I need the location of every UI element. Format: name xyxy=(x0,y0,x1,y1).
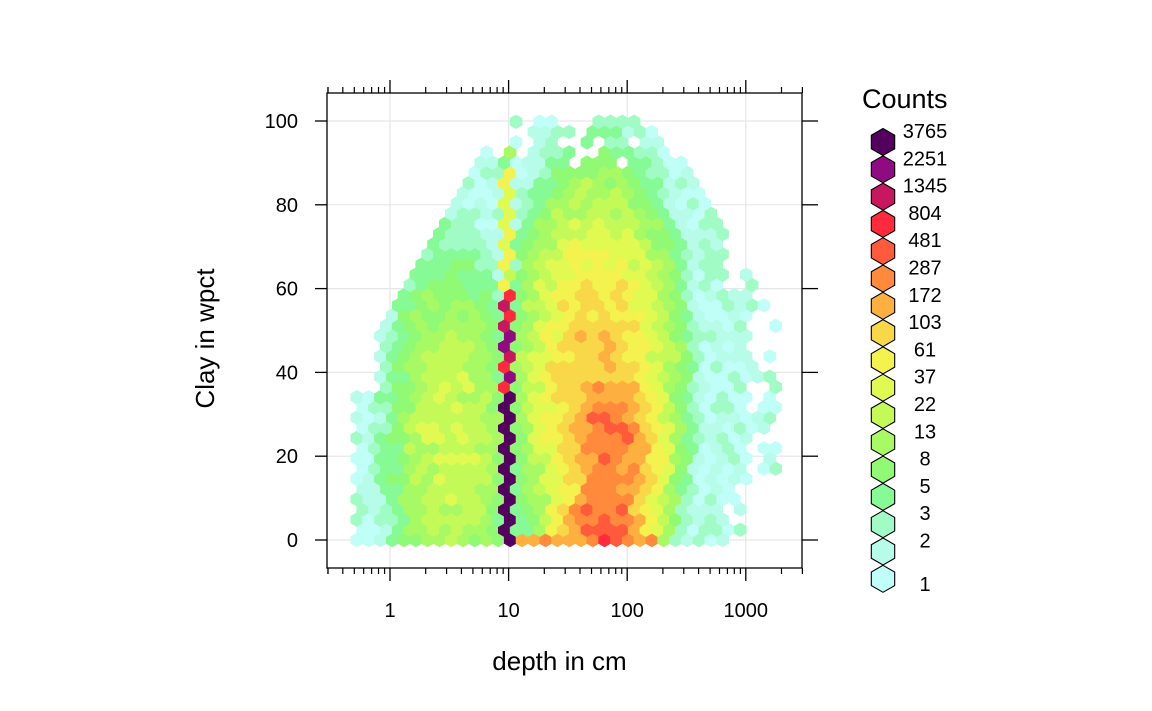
hexbin-cell xyxy=(562,124,576,140)
hexbin-cells xyxy=(350,114,782,548)
tick-labels: 1 10 100 1000 0 20 40 60 80 100 xyxy=(265,111,768,622)
y-tick-label: 40 xyxy=(276,362,298,384)
hexbin-cell xyxy=(580,155,594,170)
plot-frame xyxy=(326,92,803,569)
hexbin-cell xyxy=(592,114,605,130)
legend-label: 103 xyxy=(908,312,941,334)
legend-items: 3765 2251 1345 804 481 287 172 103 61 37 22 13 8 5 3 2 1 xyxy=(870,121,948,596)
legend-swatch xyxy=(870,155,896,184)
legend-label: 172 xyxy=(908,285,941,307)
legend-label: 5 xyxy=(919,476,930,498)
legend-swatch xyxy=(870,182,896,211)
hexbin-cell xyxy=(734,522,747,538)
hexbin-cell xyxy=(763,349,777,364)
hexbin-cell xyxy=(739,267,753,283)
x-tick-label: 1000 xyxy=(724,600,769,622)
legend-label: 3765 xyxy=(903,121,948,143)
hexbin-cell xyxy=(604,114,617,130)
hexbin-cell xyxy=(509,134,523,150)
legend-title: Counts xyxy=(862,84,948,114)
legend-swatch xyxy=(870,455,896,484)
legend-label: 2 xyxy=(919,531,930,553)
hexbin-cell xyxy=(616,114,629,130)
hexbin-cell xyxy=(562,145,576,160)
legend-swatch xyxy=(870,291,896,320)
legend-swatch xyxy=(870,537,896,566)
y-tick-label: 0 xyxy=(287,530,298,552)
x-tick-label: 10 xyxy=(497,600,519,622)
hexbin-cell xyxy=(769,318,782,334)
legend-swatch xyxy=(870,373,896,402)
legend-label: 481 xyxy=(908,230,941,252)
legend-swatch xyxy=(870,237,896,266)
hexbin-cell xyxy=(533,114,546,130)
legend-label: 1345 xyxy=(903,176,948,198)
legend-label: 287 xyxy=(908,258,941,280)
hexbin-cell xyxy=(480,145,493,160)
x-axis-title: depth in cm xyxy=(492,646,626,676)
hexbin-cell xyxy=(763,369,777,385)
axis-ticks xyxy=(315,80,818,581)
legend-label: 8 xyxy=(919,449,930,471)
y-tick-label: 100 xyxy=(265,111,298,133)
y-tick-label: 80 xyxy=(276,195,298,217)
legend-swatch xyxy=(870,264,896,293)
x-tick-label: 1 xyxy=(384,600,395,622)
legend-label: 61 xyxy=(914,339,936,361)
legend-swatch xyxy=(870,564,896,593)
hexbin-cell xyxy=(757,298,771,313)
y-tick-label: 20 xyxy=(276,446,298,468)
legend-label: 13 xyxy=(914,421,936,443)
legend-swatch xyxy=(870,209,896,239)
hexbin-cell xyxy=(769,440,782,456)
legend: Counts 376522511345804481287172103613722… xyxy=(862,84,948,596)
legend-swatch xyxy=(870,428,896,457)
hexbin-cell xyxy=(627,114,641,130)
legend-swatch xyxy=(870,482,896,512)
legend-label: 37 xyxy=(914,367,936,389)
legend-swatch xyxy=(870,127,896,157)
y-tick-label: 60 xyxy=(276,279,298,301)
x-tick-label: 100 xyxy=(611,600,644,622)
hexbin-cell xyxy=(675,155,688,170)
hexbin-cell xyxy=(509,114,523,130)
legend-label: 22 xyxy=(914,394,936,416)
hexbin-cell xyxy=(362,389,375,405)
hexbin-cell xyxy=(350,389,364,405)
hexbin-cell xyxy=(545,114,558,130)
legend-label: 3 xyxy=(919,503,930,525)
y-axis-title: Clay in wpct xyxy=(190,268,220,409)
legend-label: 1 xyxy=(919,574,930,596)
hexbin-cell xyxy=(645,124,659,140)
legend-swatch xyxy=(870,346,896,375)
legend-swatch xyxy=(870,510,896,539)
legend-label: 804 xyxy=(908,203,941,225)
hexbin-cell xyxy=(757,440,771,456)
legend-swatch xyxy=(870,318,896,348)
hexbin-cell xyxy=(728,287,741,303)
legend-swatch xyxy=(870,400,896,430)
legend-label: 2251 xyxy=(903,148,948,170)
